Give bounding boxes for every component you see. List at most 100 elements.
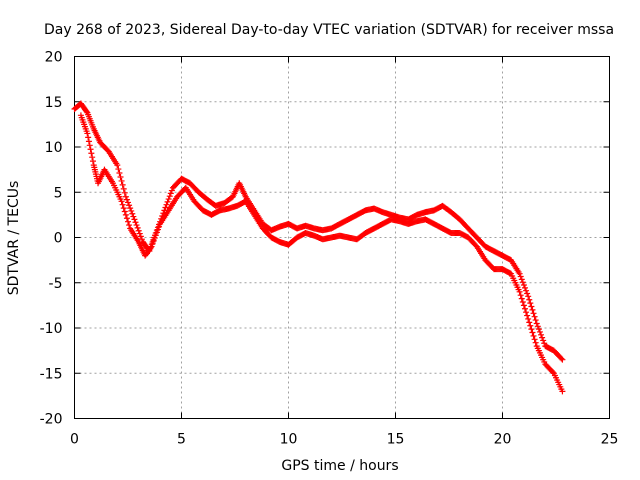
data-point-interp [529, 329, 536, 336]
data-point-interp [150, 237, 157, 244]
data-point-interp [166, 193, 173, 200]
data-point-interp [118, 177, 125, 184]
data-point-interp [536, 328, 543, 335]
data-point-interp [136, 230, 143, 237]
data-point-interp [85, 138, 92, 145]
data-point-interp [116, 170, 123, 177]
data-point-interp [85, 134, 92, 141]
data-point-interp [168, 187, 175, 194]
data-point-interp [115, 166, 122, 173]
data-point-interp [83, 108, 90, 115]
data-point [516, 288, 523, 295]
data-point-interp [119, 201, 126, 208]
data-point-interp [123, 215, 130, 222]
data-point-interp [128, 207, 135, 214]
data-point-interp [521, 284, 528, 291]
data-point-interp [138, 236, 145, 243]
data-point-interp [129, 210, 136, 217]
data-point-interp [89, 158, 96, 165]
data-point-interp [527, 322, 534, 329]
data-point-interp [153, 229, 160, 236]
data-point-interp [117, 173, 124, 180]
data-point [525, 293, 532, 300]
data-point-interp [126, 222, 133, 229]
data-point-interp [125, 218, 131, 225]
data-point-interp [165, 196, 172, 203]
data-point-interp [517, 292, 524, 299]
data-point-interp [530, 310, 537, 317]
data-point-interp [119, 181, 126, 188]
y-tick-label: 15 [45, 95, 63, 111]
data-point-interp [88, 150, 95, 157]
data-point-interp [558, 355, 565, 362]
x-axis-label: GPS time / hours [281, 458, 398, 474]
data-point-interp [532, 339, 539, 346]
y-tick-label: 5 [54, 185, 63, 201]
data-point-interp [147, 244, 154, 251]
data-point-interp [123, 196, 130, 203]
data-point-interp [549, 369, 556, 376]
x-tick-label: 5 [177, 432, 186, 448]
data-point-interp [156, 223, 163, 230]
data-point-interp [120, 205, 127, 212]
data-point-interp [523, 309, 530, 316]
x-tick-label: 0 [70, 432, 79, 448]
data-point-interp [541, 340, 548, 347]
data-marks [71, 100, 566, 395]
data-point-interp [127, 205, 134, 212]
data-point-interp [121, 208, 128, 215]
data-point-interp [89, 154, 96, 161]
data-point-interp [517, 273, 524, 280]
data-point [131, 216, 138, 223]
data-point [559, 356, 566, 363]
data-point-interp [539, 334, 546, 341]
data-point-interp [134, 224, 141, 231]
data-point-interp [162, 204, 169, 211]
data-point [114, 162, 121, 169]
data-point-interp [135, 227, 142, 234]
data-point-interp [130, 213, 137, 220]
data-point-interp [532, 317, 539, 324]
data-point [533, 320, 540, 327]
data-point-interp [163, 201, 170, 208]
data-point-interp [531, 313, 538, 320]
data-point-interp [530, 332, 537, 339]
data-point-interp [122, 211, 129, 218]
data-point [118, 198, 125, 205]
data-point-interp [528, 326, 535, 333]
axis-ticks: -20 -15 -10 -5 0 5 10 15 20 0 5 10 15 20 25 [40, 50, 619, 448]
y-tick-label: -10 [40, 321, 63, 337]
data-point-interp [518, 276, 525, 283]
data-point-interp [527, 300, 534, 307]
data-point-interp [519, 298, 526, 305]
chart-title: Day 268 of 2023, Sidereal Day-to-day VTE… [44, 22, 614, 38]
y-tick-label: 0 [54, 231, 63, 247]
data-point-interp [87, 146, 94, 153]
data-point [122, 193, 129, 200]
data-point-interp [526, 319, 533, 326]
y-tick-label: 20 [45, 50, 63, 66]
data-point-interp [520, 282, 527, 289]
data-point-interp [125, 199, 131, 206]
y-axis-label: SDTVAR / TECUs [6, 181, 22, 296]
x-tick-label: 25 [601, 432, 619, 448]
data-point-interp [538, 331, 545, 338]
data-point-interp [152, 232, 159, 239]
data-point [84, 130, 91, 137]
y-tick-label: -15 [40, 366, 63, 382]
data-point-interp [154, 226, 161, 233]
y-tick-label: -5 [49, 276, 63, 292]
data-point-interp [149, 240, 156, 247]
data-point-interp [523, 287, 530, 294]
data-point-interp [531, 336, 538, 343]
data-point [148, 243, 155, 250]
data-point-interp [133, 222, 140, 229]
data-point-interp [534, 323, 541, 330]
data-point-interp [524, 290, 531, 297]
data-point-interp [519, 279, 526, 286]
data-point-interp [121, 189, 128, 196]
y-tick-label: -20 [40, 412, 63, 428]
x-tick-label: 20 [494, 432, 512, 448]
data-point-interp [520, 302, 527, 309]
